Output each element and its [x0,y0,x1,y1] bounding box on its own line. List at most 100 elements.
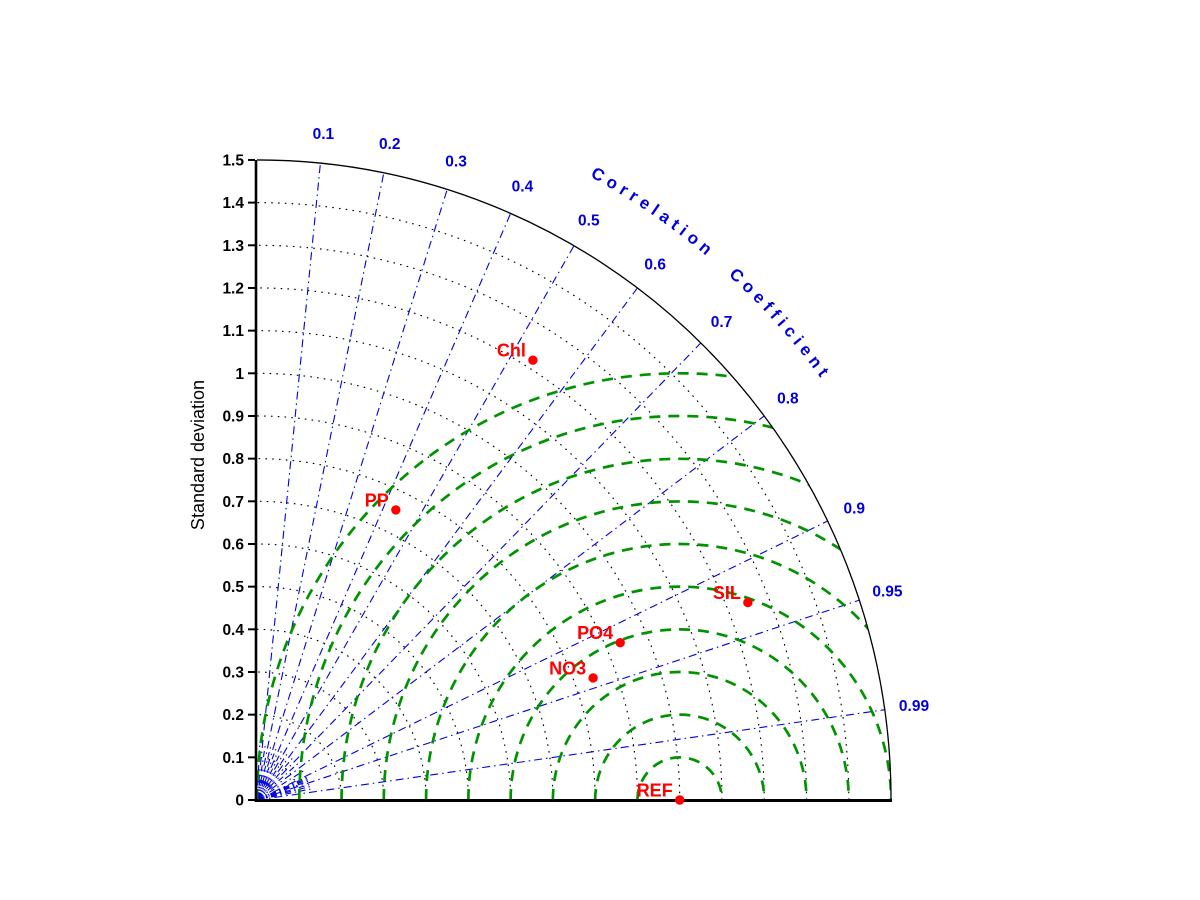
correlation-minor-line [256,753,288,801]
correlation-line [256,520,828,801]
y-tick-label: 0 [235,793,244,810]
y-tick-label: 1.2 [222,280,244,297]
correlation-tick-label: 0.7 [711,314,733,331]
point-label: REF [637,781,673,801]
data-point-sil: SIL [713,583,753,608]
correlation-tick-label: 0.1 [313,126,335,143]
y-tick-label: 0.4 [222,622,244,639]
correlation-line [256,599,860,801]
correlation-minor-line [256,750,283,801]
point-label: SIL [713,583,741,603]
correlation-tick-labels: 0.1 0.2 0.3 0.4 0.5 0.6 0.7 0.8 0.9 0.95 0.99 [313,126,930,715]
y-tick-group: 0 0.1 0.2 0.3 0.4 0.5 0.6 0.7 0.8 0.9 1 1.1 1.2 1.3 1.… [222,152,255,810]
correlation-tick-label: 0.95 [872,583,903,600]
correlation-minor-line [256,780,309,801]
rms-arc [467,585,892,800]
rms-arc [509,627,851,800]
point-label: NO3 [549,658,586,678]
y-tick-label: 0.3 [222,664,244,681]
rms-arc [257,371,892,800]
std-grid-arcs [256,202,850,801]
correlation-line [256,709,885,801]
correlation-tick-label: 0.3 [445,153,467,170]
correlation-line [256,163,321,801]
y-tick-label: 0.8 [222,451,244,468]
correlation-tick-label: 0.6 [644,257,666,274]
point-marker [391,505,401,515]
y-tick-label: 0.2 [222,707,244,724]
y-tick-label: 1.1 [222,323,244,340]
std-arc [256,330,723,801]
std-arc [256,372,681,801]
rms-arc [382,499,892,800]
correlation-minor-line [256,745,266,801]
y-tick-label: 0.9 [222,408,244,425]
y-tick-label: 1 [235,366,244,383]
y-tick-label: 0.7 [222,494,244,511]
point-marker [743,597,753,608]
std-arc [256,586,469,801]
correlation-minor-line [256,770,305,801]
point-label: PO4 [577,623,613,643]
correlation-line [256,287,638,801]
data-point-ref: REF [637,781,685,805]
data-point-no3: NO3 [549,658,598,683]
correlation-tick-label: 0.8 [777,391,799,408]
rms-contour-arcs [257,371,892,800]
point-marker [528,355,538,365]
correlation-minor-line [256,783,310,801]
correlation-tick-label: 0.5 [578,212,600,229]
y-tick-label: 1.5 [222,152,244,169]
correlation-line [256,342,702,801]
correlation-major-lines [256,163,885,801]
point-marker [615,638,625,648]
data-point-po4: PO4 [577,623,625,648]
data-point-pp: PP [365,490,401,515]
y-tick-label: 0.1 [222,750,244,767]
std-arc [256,202,850,801]
data-points: Chl PP SIL PO4 NO3 REF [365,341,753,805]
correlation-minor-line [256,777,308,801]
correlation-minor-line [256,785,311,801]
boundary-arc [256,159,892,801]
point-label: Chl [497,341,526,361]
correlation-minor-line [256,788,311,801]
correlation-minor-line [256,746,272,801]
correlation-minor-line [256,779,309,801]
correlation-line [256,189,448,801]
correlation-minor-line [256,747,277,801]
point-marker [675,795,685,805]
std-arc [256,415,639,801]
y-tick-label: 1.4 [222,195,244,212]
rms-arc [593,713,766,800]
rms-arc [424,542,892,800]
correlation-tick-label: 0.9 [843,500,865,517]
y-tick-label: 0.5 [222,579,244,596]
rms-arc [636,756,724,800]
std-arc [256,458,596,801]
std-arc [256,714,343,801]
correlation-minor-line [256,762,299,801]
data-point-chl: Chl [497,341,538,365]
correlation-line [256,213,512,801]
point-label: PP [365,490,389,510]
std-arc [256,500,554,801]
rms-arc [551,670,808,800]
correlation-line [256,172,385,801]
rms-arc [297,414,892,800]
correlation-tick-label: 0.99 [899,698,930,715]
std-arc [256,287,765,801]
y-tick-label: 1.3 [222,238,244,255]
correlation-tick-label: 0.2 [379,136,401,153]
point-marker [588,673,598,683]
std-arc [256,671,385,801]
correlation-minor-line [256,757,294,801]
correlation-tick-label: 0.4 [512,179,534,196]
y-tick-label: 0.6 [222,536,244,553]
correlation-axis-title: Correlation Coefficient [588,163,836,384]
axes [254,159,893,802]
rms-arc [340,457,892,800]
y-axis-title: Standard deviation [188,380,208,530]
